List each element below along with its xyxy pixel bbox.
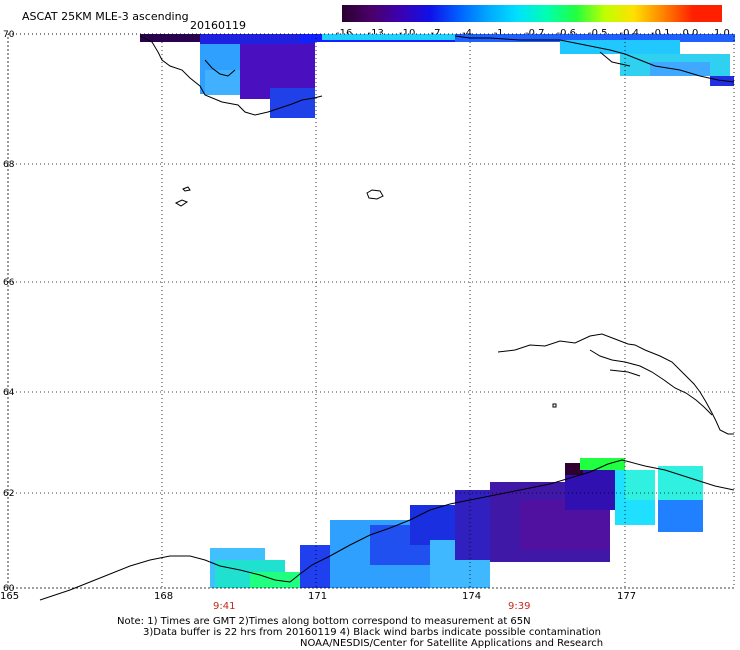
product-title: ASCAT 25KM MLE-3 ascending: [22, 10, 189, 23]
swath-cell: [565, 463, 583, 475]
colorbar-swatch: [371, 5, 401, 22]
longitude-label: 165: [0, 591, 20, 602]
latitude-label: 62: [3, 489, 15, 499]
colorbar-tick-label: -0.1: [651, 28, 671, 39]
swath-cell: [560, 40, 680, 54]
swath-cell: [140, 34, 210, 42]
colorbar-swatch: [342, 5, 372, 22]
swath-cell: [322, 34, 457, 40]
colorbar-swatch: [429, 5, 459, 22]
swath-cell: [625, 470, 655, 500]
colorbar-swatch: [400, 5, 430, 22]
time-label-right: 9:39: [508, 601, 531, 612]
colorbar-tick-label: -0.4: [619, 28, 640, 39]
swath-cell: [200, 34, 315, 44]
latitude-label: 68: [3, 160, 15, 170]
colorbar-swatch: [575, 5, 606, 22]
colorbar-swatch: [634, 5, 664, 22]
colorbar: [342, 5, 723, 22]
colorbar-tick-label: -1: [493, 28, 504, 39]
colorbar-swatch: [663, 5, 693, 22]
time-label-left: 9:41: [213, 601, 236, 612]
colorbar-swatch: [692, 5, 723, 22]
latitude-label: 70: [3, 30, 15, 40]
latitude-label: 64: [3, 388, 15, 398]
note-line-2: 3)Data buffer is 22 hrs from 20160119 4)…: [143, 627, 601, 638]
longitude-label: 168: [154, 591, 174, 602]
graticule: [7, 33, 735, 589]
swath-cell: [658, 466, 703, 502]
coastlines: [39, 35, 735, 601]
colorbar-swatch: [546, 5, 576, 22]
longitude-label: 171: [308, 591, 328, 602]
colorbar-swatch: [605, 5, 635, 22]
colorbar-swatch: [488, 5, 518, 22]
colorbar-tick-label: 0.0: [682, 28, 699, 39]
colorbar-swatch: [458, 5, 489, 22]
colorbar-tick-label: -13: [367, 28, 384, 39]
colorbar-tick-label: -16: [336, 28, 353, 39]
swath-cell: [205, 70, 240, 95]
swath-cell: [658, 500, 703, 532]
swath-data: [140, 34, 735, 588]
colorbar-tick-label: -0.6: [556, 28, 577, 39]
colorbar-tick-label: 1.0: [714, 28, 730, 39]
product-date: 20160119: [190, 19, 246, 32]
colorbar-tick-label: -0.7: [525, 28, 545, 39]
colorbar-tick-label: -10: [399, 28, 416, 39]
colorbar-tick-label: -0.5: [588, 28, 608, 39]
colorbar-tick-label: -4: [462, 28, 472, 39]
note-line-1: Note: 1) Times are GMT 2)Times along bot…: [117, 616, 531, 627]
longitude-label: 177: [617, 591, 637, 602]
swath-cell: [455, 34, 735, 42]
note-line-3: NOAA/NESDIS/Center for Satellite Applica…: [300, 638, 604, 649]
swath-cell: [580, 458, 625, 470]
latitude-label: 60: [3, 584, 15, 594]
swath-cell: [565, 470, 615, 510]
longitude-label: 174: [462, 591, 482, 602]
swath-cell: [650, 62, 710, 76]
colorbar-tick-label: -7: [430, 28, 441, 39]
swath-cell: [270, 88, 315, 118]
latitude-label: 66: [3, 278, 15, 288]
colorbar-swatch: [517, 5, 547, 22]
